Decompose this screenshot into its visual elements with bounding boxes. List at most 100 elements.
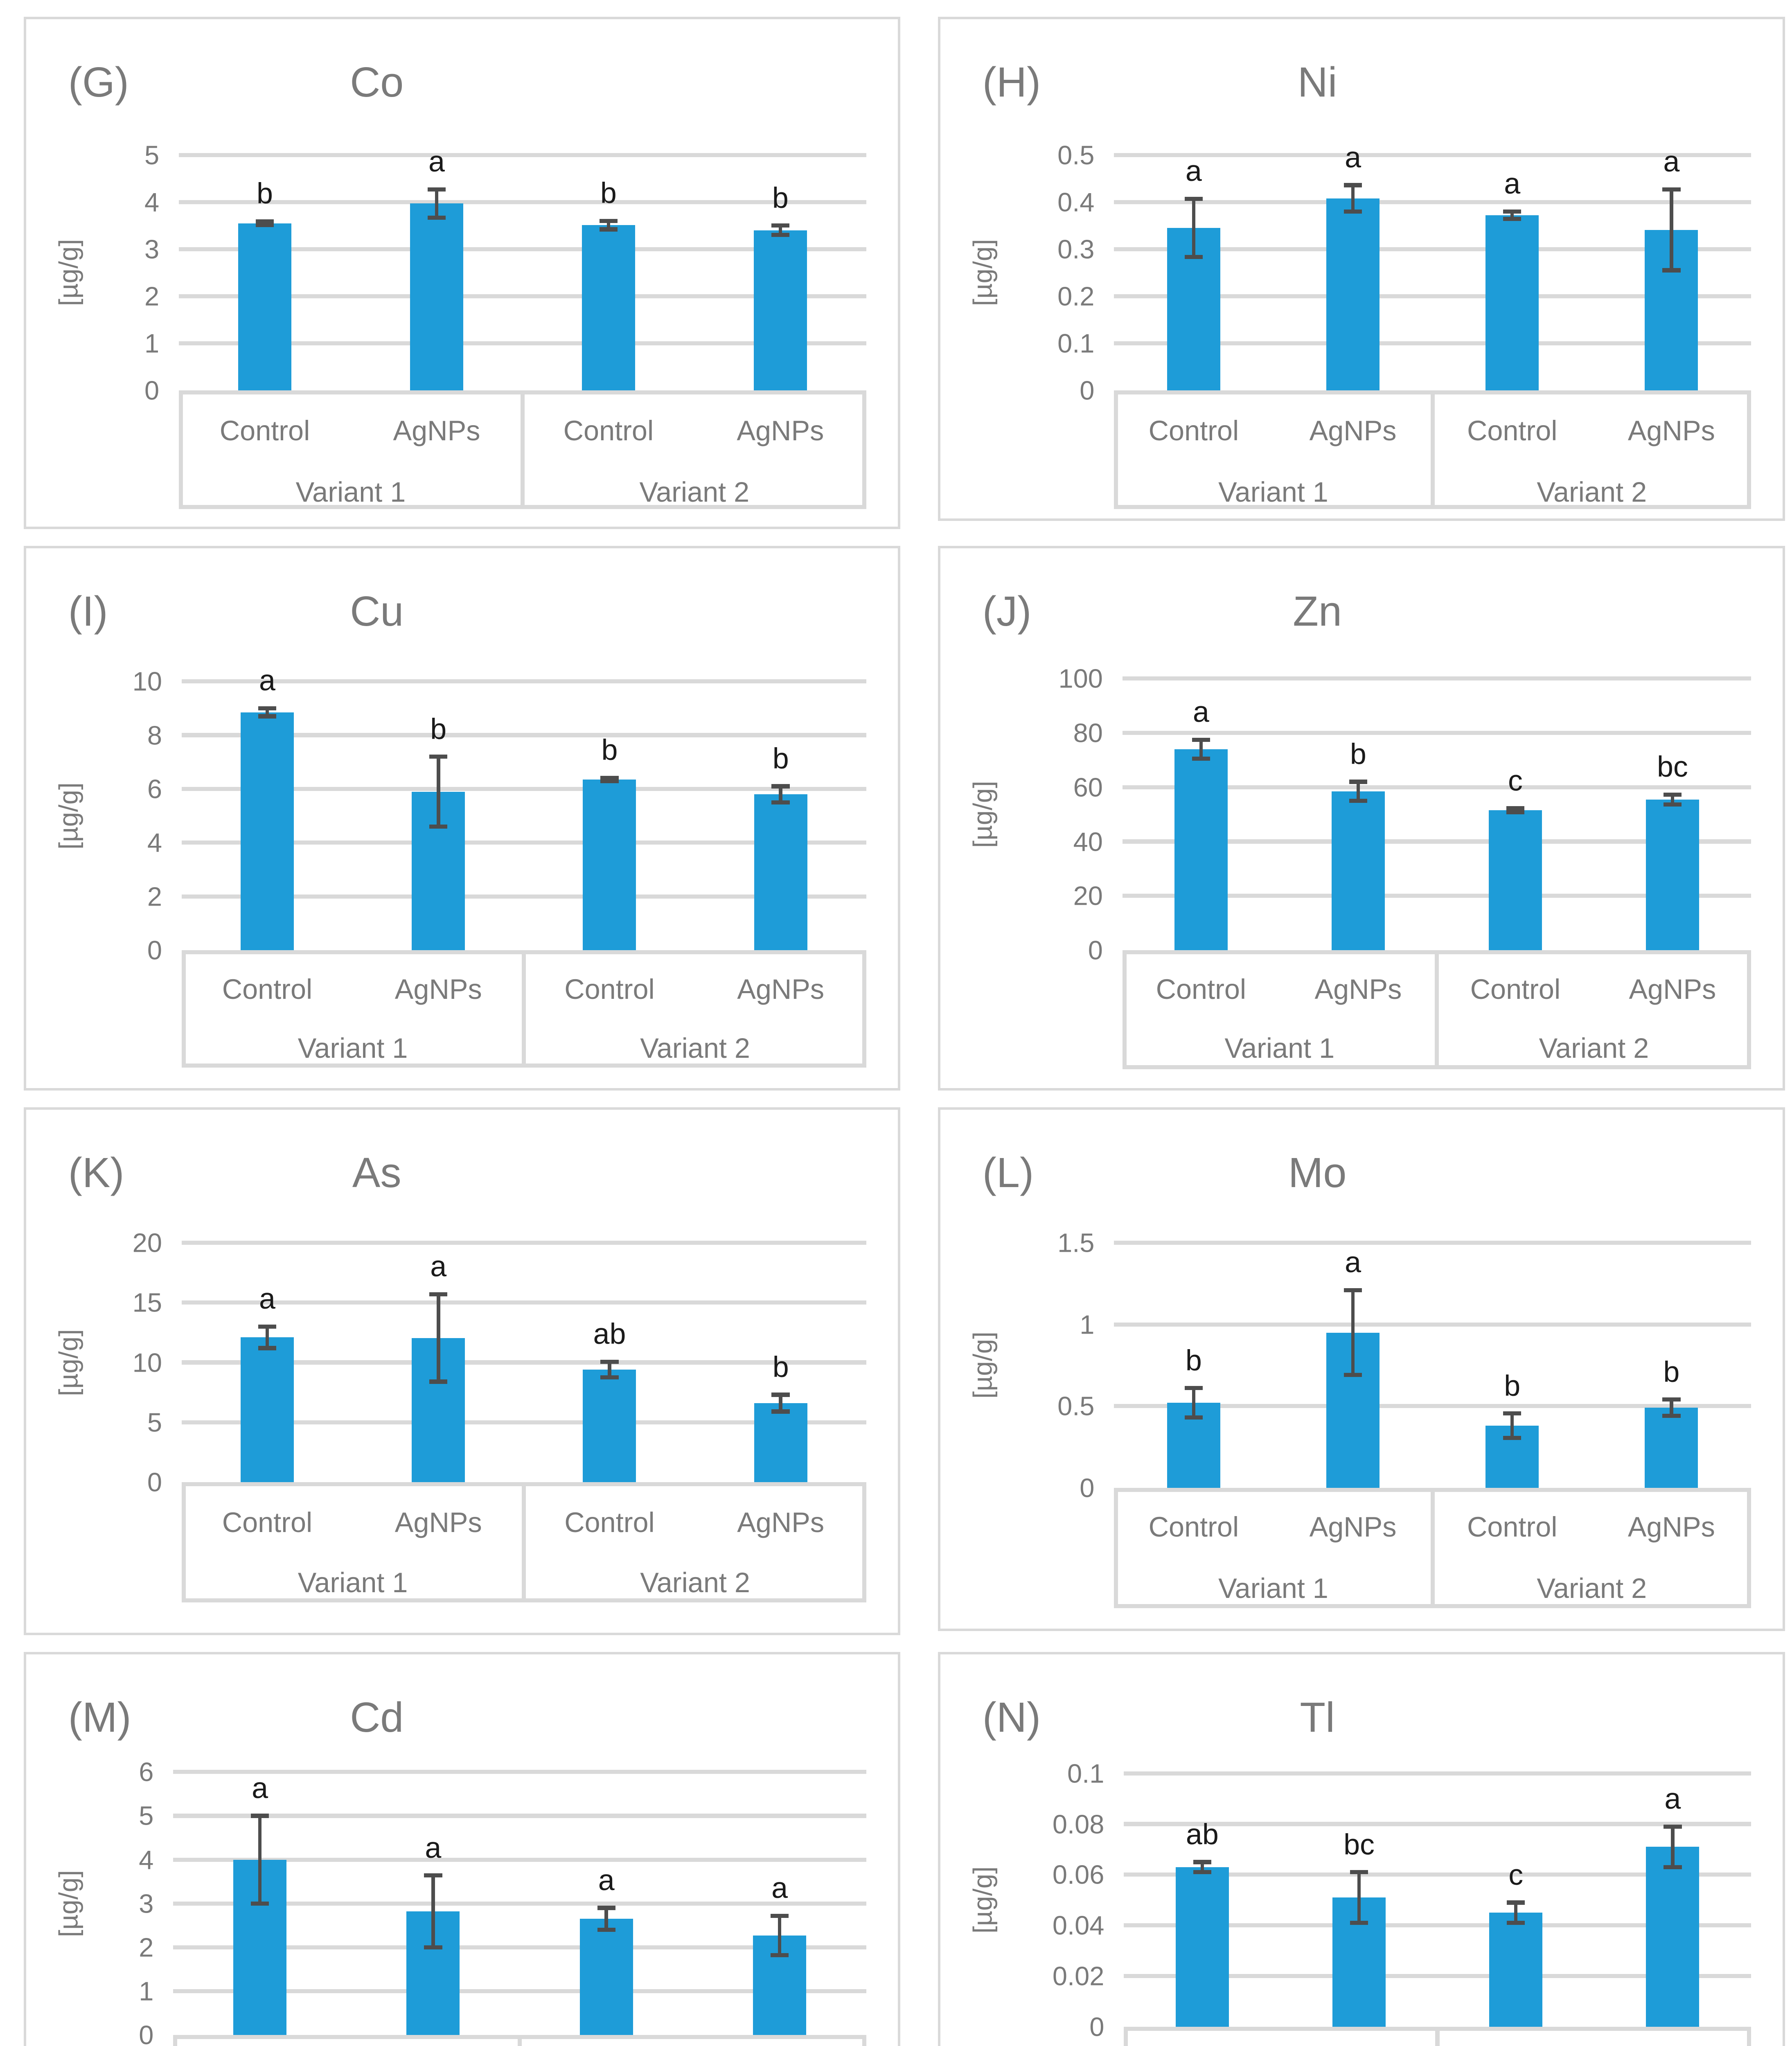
y-tick-label: 0.1 bbox=[1057, 328, 1095, 358]
y-tick-label: 20 bbox=[1073, 881, 1103, 911]
gridline bbox=[179, 153, 866, 157]
error-bar bbox=[1356, 782, 1360, 801]
error-bar-cap bbox=[1343, 1288, 1362, 1292]
bar bbox=[754, 794, 807, 951]
error-bar-cap bbox=[600, 775, 619, 780]
error-bar bbox=[779, 1395, 782, 1412]
panel-label: (N) bbox=[982, 1693, 1041, 1741]
bar bbox=[241, 712, 294, 951]
y-tick-label: 5 bbox=[144, 140, 160, 170]
gridline bbox=[181, 786, 866, 791]
bar bbox=[410, 203, 463, 390]
error-bar-cap bbox=[1663, 792, 1682, 797]
error-bar bbox=[778, 1915, 782, 1956]
chart-panel: (I) Cu [µg/g] 0 2 4 6 8 10 Variant 1 Variant 2 a Con… bbox=[24, 546, 900, 1091]
gridline bbox=[173, 1989, 866, 1994]
y-tick-label: 40 bbox=[1073, 827, 1103, 857]
error-bar bbox=[258, 1816, 262, 1904]
significance-letter: a bbox=[430, 1250, 447, 1283]
bar bbox=[1326, 198, 1380, 390]
significance-letter: b bbox=[601, 734, 618, 767]
y-tick-label: 1 bbox=[1080, 1309, 1095, 1340]
y-tick-label: 0 bbox=[147, 935, 162, 965]
group-label: Variant 1 bbox=[1218, 1573, 1328, 1604]
category-label: AgNPs bbox=[737, 415, 824, 446]
chart-title: Zn bbox=[1293, 587, 1342, 635]
y-tick-label: 5 bbox=[139, 1800, 154, 1831]
error-bar-cap bbox=[1350, 1870, 1368, 1875]
error-bar bbox=[1351, 185, 1355, 212]
gridline bbox=[1124, 1822, 1751, 1826]
gridline bbox=[1114, 1404, 1751, 1408]
group-divider bbox=[522, 1482, 526, 1603]
error-bar bbox=[1200, 1862, 1204, 1872]
category-label: Control bbox=[564, 973, 655, 1005]
significance-letter: a bbox=[1192, 696, 1209, 729]
error-bar bbox=[431, 1875, 435, 1948]
significance-letter: b bbox=[257, 177, 273, 210]
error-bar-cap bbox=[255, 223, 274, 228]
category-label: Control bbox=[1148, 1511, 1239, 1543]
error-bar-cap bbox=[424, 1945, 442, 1950]
error-bar-cap bbox=[1184, 196, 1203, 201]
significance-letter: a bbox=[259, 664, 275, 697]
bar bbox=[753, 230, 807, 390]
group-label: Variant 2 bbox=[1537, 477, 1647, 508]
error-bar-cap bbox=[771, 1409, 790, 1414]
group-label: Variant 2 bbox=[1539, 1032, 1649, 1064]
gridline bbox=[179, 247, 866, 251]
bar bbox=[241, 1337, 294, 1483]
y-tick-label: 0.02 bbox=[1052, 1961, 1105, 1991]
y-tick-label: 0 bbox=[144, 375, 160, 406]
chart-panel: (J) Zn [µg/g] 0 20 40 60 80 100 Variant 1 Variant … bbox=[938, 546, 1785, 1091]
error-bar-cap bbox=[1349, 780, 1368, 784]
error-bar-cap bbox=[255, 219, 274, 224]
category-label: Control bbox=[1148, 415, 1239, 446]
y-tick-label: 0.2 bbox=[1057, 281, 1095, 311]
y-tick-label: 0.4 bbox=[1057, 187, 1095, 217]
chart-title: Mo bbox=[1288, 1149, 1347, 1196]
category-label: Control bbox=[1467, 1511, 1558, 1543]
gridline bbox=[181, 1240, 866, 1245]
significance-letter: b bbox=[430, 712, 447, 746]
bar bbox=[582, 225, 635, 390]
y-tick-label: 0 bbox=[139, 2020, 154, 2046]
significance-letter: b bbox=[1663, 1355, 1680, 1388]
error-bar-cap bbox=[258, 1346, 277, 1350]
error-bar-cap bbox=[1192, 757, 1210, 761]
error-bar-cap bbox=[258, 706, 277, 711]
error-bar bbox=[1510, 211, 1514, 219]
error-bar-cap bbox=[597, 1928, 615, 1932]
error-bar-cap bbox=[1343, 1373, 1362, 1377]
error-bar bbox=[265, 1326, 269, 1348]
y-tick-label: 10 bbox=[132, 666, 162, 696]
gridline bbox=[181, 733, 866, 737]
error-bar-cap bbox=[1184, 1386, 1203, 1390]
error-bar-cap bbox=[597, 1906, 615, 1910]
error-bar-cap bbox=[1662, 187, 1681, 192]
error-bar-cap bbox=[1503, 1435, 1522, 1440]
error-bar bbox=[608, 1362, 611, 1378]
error-bar-cap bbox=[771, 223, 790, 228]
category-label: AgNPs bbox=[737, 1507, 825, 1539]
error-bar-cap bbox=[599, 227, 618, 232]
error-bar bbox=[1670, 1399, 1673, 1416]
y-tick-label: 15 bbox=[132, 1287, 162, 1318]
gridline bbox=[173, 1945, 866, 1950]
error-bar bbox=[1670, 189, 1673, 270]
y-tick-label: 0.06 bbox=[1052, 1859, 1105, 1890]
category-label: AgNPs bbox=[1627, 415, 1715, 446]
significance-letter: a bbox=[425, 1831, 442, 1864]
y-tick-label: 8 bbox=[147, 720, 162, 750]
bar bbox=[1489, 1913, 1543, 2027]
error-bar-cap bbox=[1664, 1865, 1682, 1869]
y-tick-label: 3 bbox=[139, 1888, 154, 1919]
error-bar bbox=[606, 221, 611, 230]
gridline bbox=[181, 679, 866, 684]
chart-panel: (G) Co [µg/g] 0 1 2 3 4 5 Variant 1 Variant 2 b Cont… bbox=[24, 17, 900, 530]
significance-letter: a bbox=[1345, 141, 1361, 174]
error-bar-cap bbox=[1503, 1411, 1522, 1416]
error-bar-cap bbox=[1506, 806, 1525, 811]
error-bar-cap bbox=[1662, 1414, 1681, 1418]
chart-title: Tl bbox=[1300, 1693, 1335, 1741]
